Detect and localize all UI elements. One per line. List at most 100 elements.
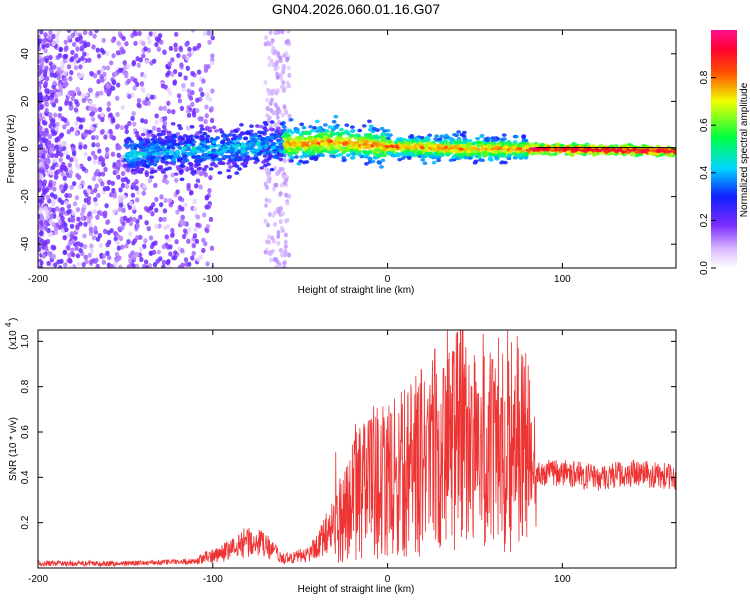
heatmap-cell [134, 165, 140, 169]
heatmap-cell [195, 97, 200, 103]
heatmap-cell [49, 170, 54, 176]
heatmap-cell [271, 141, 277, 146]
heatmap-cell [255, 124, 260, 128]
heatmap-cell [124, 41, 129, 47]
heatmap-cell [60, 171, 65, 177]
heatmap-cell [102, 186, 108, 192]
heatmap-cell [465, 152, 471, 157]
heatmap-cell [51, 207, 56, 213]
heatmap-cell [59, 167, 64, 173]
heatmap-cell [181, 233, 187, 240]
heatmap-cell [421, 154, 427, 159]
heatmap-cell [186, 151, 191, 156]
heatmap-cell [430, 144, 436, 148]
heatmap-cell [227, 174, 233, 179]
heatmap-cell [74, 99, 79, 105]
heatmap-cell [456, 144, 462, 149]
heatmap-cell [264, 197, 269, 203]
heatmap-cell [147, 39, 152, 45]
heatmap-cell [281, 88, 286, 93]
heatmap-cell [185, 65, 191, 71]
heatmap-cell [121, 49, 126, 55]
heatmap-y-tick-label: 20 [20, 95, 31, 107]
heatmap-cell [244, 155, 250, 160]
heatmap-cell [62, 175, 67, 181]
heatmap-cell [275, 126, 281, 130]
heatmap-cell [69, 57, 74, 63]
heatmap-cell [203, 172, 209, 178]
heatmap-cell [287, 252, 292, 258]
heatmap-cell [289, 158, 294, 163]
heatmap-cell [209, 117, 215, 124]
heatmap-cell [44, 163, 50, 170]
heatmap-cell [62, 124, 67, 130]
heatmap-cell [370, 159, 376, 164]
heatmap-cell [278, 150, 284, 154]
heatmap-cell [132, 255, 137, 261]
heatmap-cell [218, 160, 224, 165]
heatmap-cell [171, 142, 177, 146]
heatmap-cell [154, 36, 160, 42]
heatmap-cell [96, 78, 101, 85]
heatmap-cell [52, 158, 57, 164]
heatmap-cell [39, 161, 44, 167]
heatmap-cell [102, 228, 108, 234]
heatmap-cell [603, 149, 609, 153]
heatmap-cell [87, 155, 92, 162]
heatmap-cell [189, 125, 195, 129]
heatmap-cell [178, 157, 183, 161]
heatmap-cell [38, 55, 42, 61]
heatmap-cell [499, 160, 504, 165]
heatmap-cell [136, 189, 141, 196]
heatmap-cell [269, 120, 275, 124]
heatmap-cell [156, 46, 162, 52]
heatmap-cell [232, 135, 238, 139]
heatmap-cell [148, 31, 153, 37]
heatmap-cell [83, 189, 88, 195]
snr-x-tick-label: 100 [554, 574, 571, 585]
snr-x-tick-label: -100 [203, 574, 223, 585]
heatmap-cell [571, 142, 577, 146]
heatmap-cell [50, 143, 55, 149]
heatmap-cell [93, 229, 99, 235]
heatmap-cell [263, 80, 268, 85]
heatmap-cell [140, 145, 146, 149]
heatmap-cell [266, 234, 271, 240]
heatmap-cell [39, 229, 44, 236]
heatmap-cell [367, 119, 372, 124]
heatmap-cell [265, 222, 270, 228]
heatmap-cell [131, 170, 137, 175]
heatmap-cell [288, 117, 294, 122]
heatmap-cell [170, 145, 176, 150]
heatmap-cell [86, 188, 91, 194]
heatmap-cell [38, 168, 43, 174]
heatmap-cell [190, 170, 195, 175]
heatmap-cell [38, 207, 44, 214]
heatmap-cell [371, 126, 377, 131]
heatmap-cell [171, 160, 177, 164]
heatmap-cell [152, 262, 158, 268]
heatmap-cell [586, 147, 592, 152]
heatmap-cell [199, 124, 204, 128]
heatmap-cell [287, 154, 293, 158]
heatmap-cell [269, 167, 275, 172]
heatmap-cell [51, 254, 56, 260]
heatmap-cell [486, 148, 492, 152]
heatmap-cell [138, 234, 143, 240]
heatmap-cell [42, 189, 47, 195]
colorbar-tick-label: 0.0 [699, 261, 710, 275]
heatmap-cell [130, 192, 136, 198]
heatmap-cell [204, 113, 209, 119]
heatmap-cell [98, 155, 104, 161]
heatmap-cell [541, 147, 547, 152]
heatmap-cell [203, 152, 209, 157]
heatmap-cell [285, 201, 290, 206]
heatmap-cell [64, 226, 69, 233]
heatmap-cell [174, 239, 179, 245]
heatmap-cell [84, 258, 89, 264]
heatmap-cell [204, 145, 210, 150]
heatmap-cell [465, 144, 471, 149]
heatmap-cell [57, 112, 62, 119]
colorbar-tick-label: 0.2 [699, 213, 710, 227]
heatmap-cell [38, 265, 44, 268]
